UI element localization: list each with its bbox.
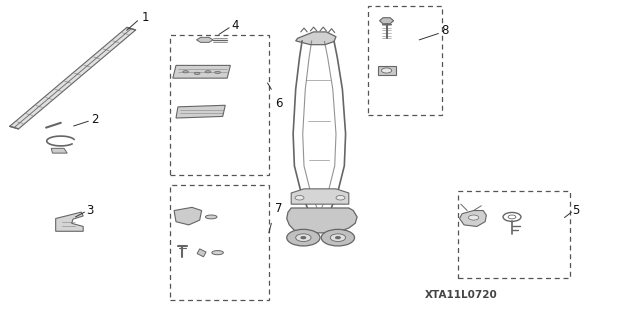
- Polygon shape: [174, 207, 202, 225]
- Polygon shape: [196, 37, 213, 42]
- Circle shape: [336, 196, 345, 200]
- Polygon shape: [56, 212, 83, 231]
- Ellipse shape: [215, 71, 220, 73]
- Text: 3: 3: [86, 204, 93, 217]
- Text: 5: 5: [572, 204, 579, 217]
- Text: 1: 1: [142, 11, 150, 24]
- Polygon shape: [380, 18, 394, 24]
- Text: 4: 4: [232, 19, 239, 32]
- Circle shape: [301, 236, 306, 239]
- Text: XTA11L0720: XTA11L0720: [424, 290, 497, 300]
- Circle shape: [330, 234, 346, 241]
- Polygon shape: [10, 27, 136, 129]
- Circle shape: [295, 196, 304, 200]
- Polygon shape: [173, 65, 230, 78]
- Ellipse shape: [195, 72, 200, 75]
- Polygon shape: [378, 66, 396, 75]
- Bar: [368, 6, 442, 115]
- Polygon shape: [287, 208, 357, 233]
- Polygon shape: [176, 105, 225, 118]
- Circle shape: [468, 215, 479, 220]
- Bar: [458, 191, 570, 278]
- Ellipse shape: [183, 71, 188, 73]
- Circle shape: [321, 229, 355, 246]
- Polygon shape: [460, 211, 486, 226]
- Bar: [170, 35, 269, 175]
- Text: 6: 6: [275, 97, 283, 110]
- Circle shape: [381, 68, 392, 73]
- Circle shape: [296, 234, 311, 241]
- Circle shape: [508, 215, 516, 219]
- Polygon shape: [291, 189, 349, 204]
- Ellipse shape: [205, 215, 217, 219]
- Polygon shape: [51, 148, 67, 153]
- Bar: [170, 185, 269, 300]
- Circle shape: [287, 229, 320, 246]
- Text: 2: 2: [91, 113, 99, 126]
- Text: 7: 7: [275, 203, 283, 215]
- Ellipse shape: [212, 251, 223, 255]
- Ellipse shape: [205, 71, 211, 73]
- Polygon shape: [197, 249, 206, 257]
- Circle shape: [335, 236, 340, 239]
- Text: 8: 8: [441, 24, 449, 37]
- Polygon shape: [296, 32, 336, 45]
